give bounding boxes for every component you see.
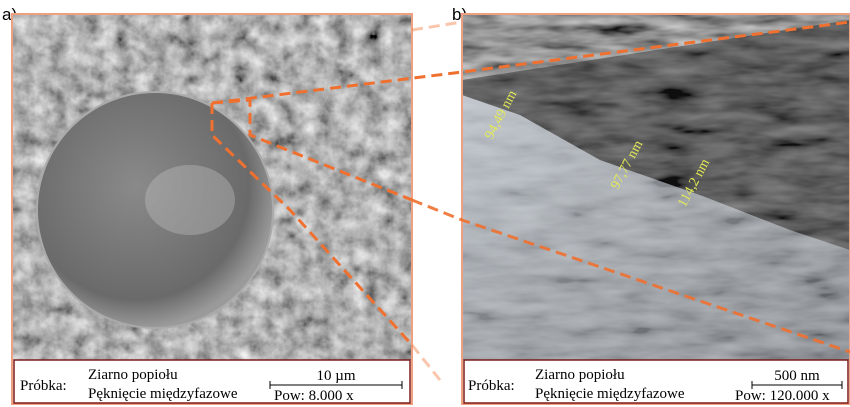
info-line: Pęknięcie międzyfazowe: [88, 386, 238, 402]
scale-text: 10 µm: [316, 368, 355, 384]
surface-texture: [145, 165, 235, 235]
connector-line: [412, 345, 440, 380]
sample-label: Próbka:: [20, 378, 67, 394]
magnification: Pow: 8.000 x: [274, 388, 354, 404]
figure: a) Próbka: Ziarno popiołu Pęknięcie międ…: [0, 0, 850, 407]
sample-label: Próbka:: [468, 378, 515, 394]
connector-line: [412, 22, 462, 30]
scale-text: 500 nm: [774, 368, 820, 384]
info-line: Ziarno popiołu: [88, 367, 178, 383]
info-line: Pęknięcie międzyfazowe: [535, 386, 685, 402]
info-line: Ziarno popiołu: [535, 367, 625, 383]
magnification: Pow: 120.000 x: [735, 388, 830, 404]
